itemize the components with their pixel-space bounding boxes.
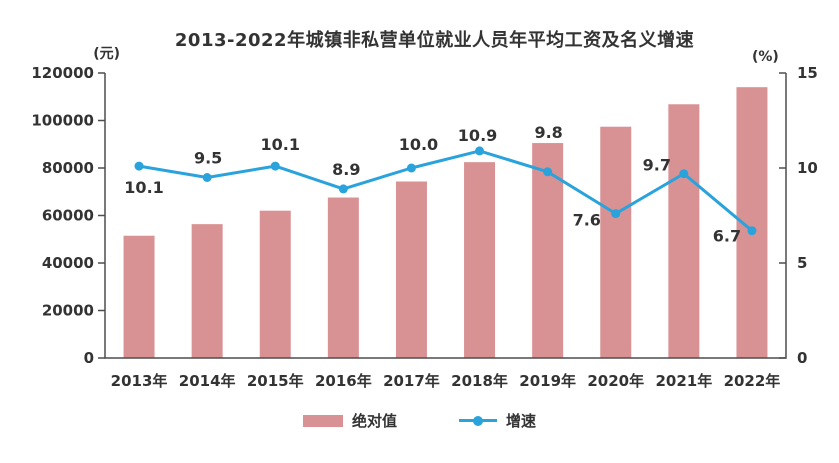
x-axis-label-2022年: 2022年 [724,372,781,390]
left-tick-label: 20000 [42,302,94,320]
x-axis-label-2018年: 2018年 [451,372,508,390]
x-axis-label-2016年: 2016年 [315,372,372,390]
bar-2014年 [191,224,223,358]
right-tick-label: 5 [797,254,807,272]
growth-label-2018年: 10.9 [458,126,497,145]
legend-line-label: 增速 [506,412,537,430]
growth-label-2013年: 10.1 [124,178,163,197]
bar-2017年 [395,181,427,358]
growth-point-2018年 [475,146,485,156]
growth-point-2019年 [543,167,553,177]
x-axis-label-2020年: 2020年 [587,372,644,390]
left-tick-label: 100000 [31,112,94,130]
right-tick-label: 15 [797,64,818,82]
growth-label-2016年: 8.9 [332,160,360,179]
left-tick-label: 80000 [42,159,94,177]
left-tick-label: 0 [84,349,94,367]
line-series-swatch [459,415,497,426]
growth-point-2013年 [134,161,144,171]
legend-item-growth-rate: 增速 [459,410,536,431]
chart-title: 2013-2022年城镇非私营单位就业人员年平均工资及名义增速 [174,30,695,51]
left-axis-unit: (元) [93,46,120,62]
right-tick-label: 0 [797,349,807,367]
x-axis-label-2014年: 2014年 [179,372,236,390]
legend-item-absolute-value: 绝对值 [302,410,397,431]
growth-point-2016年 [338,184,348,194]
growth-point-2014年 [202,173,212,182]
legend-bar-label: 绝对值 [351,412,397,430]
growth-label-2022年: 6.7 [713,227,741,246]
growth-label-2017年: 10.0 [399,135,438,154]
left-tick-label: 60000 [42,207,94,225]
x-axis-label-2015年: 2015年 [247,372,304,390]
left-tick-label: 120000 [31,64,94,82]
growth-label-2019年: 9.8 [534,123,562,142]
bar-2016年 [327,197,359,358]
growth-label-2021年: 9.7 [643,156,671,175]
bar-2021年 [668,104,700,359]
bar-series-swatch [302,414,343,427]
growth-point-2021年 [679,169,689,179]
growth-label-2020年: 7.6 [573,211,601,230]
bar-2015年 [259,210,291,358]
right-axis-unit: (%) [752,49,779,65]
growth-label-2014年: 9.5 [194,149,222,168]
bar-2018年 [464,162,496,358]
line-series-dot-icon [473,415,483,426]
growth-point-2020年 [611,209,621,219]
x-axis-label-2013年: 2013年 [111,372,168,390]
growth-point-2017年 [406,163,416,173]
growth-label-2015年: 10.1 [261,135,300,154]
growth-line [138,149,753,232]
left-tick-label: 40000 [42,254,94,272]
x-axis-label-2019年: 2019年 [519,372,576,390]
right-tick-label: 10 [797,159,818,177]
bar-2013年 [123,235,155,358]
x-axis-label-2021年: 2021年 [655,372,712,390]
bar-2020年 [600,126,632,358]
growth-point-2022年 [747,226,757,236]
x-axis-label-2017年: 2017年 [383,372,440,390]
growth-point-2015年 [270,161,280,171]
legend: 绝对值 增速 [0,410,839,431]
